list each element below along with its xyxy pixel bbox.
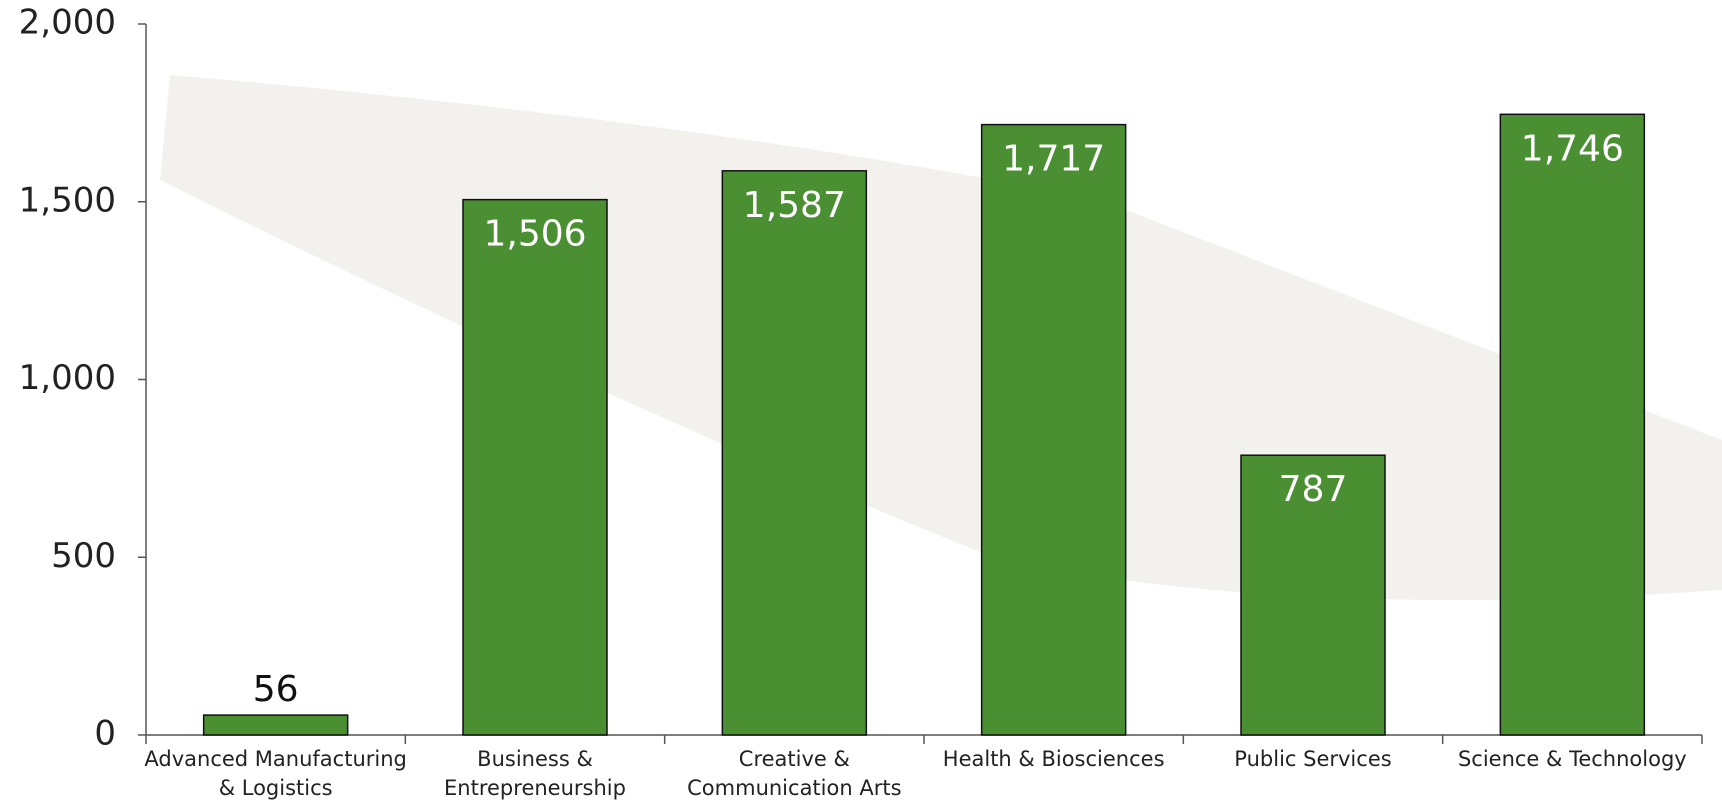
bar	[721, 170, 868, 736]
x-tick-label: Public Services	[1234, 747, 1392, 771]
y-tick-label: 0	[94, 714, 116, 754]
value-label: 1,506	[483, 214, 586, 255]
background-photo	[160, 75, 1722, 600]
x-tick-label: Creative & Communication Arts	[687, 747, 902, 800]
value-label: 787	[1279, 469, 1348, 510]
y-tick-label: 2,000	[19, 3, 116, 43]
bar	[980, 123, 1127, 736]
value-label: 1,587	[743, 185, 846, 226]
y-tick-label: 1,500	[19, 180, 116, 220]
x-tick-label: Business & Entrepreneurship	[444, 747, 626, 800]
bar	[1499, 113, 1646, 736]
x-tick-label: Science & Technology	[1457, 747, 1687, 771]
value-label: 1,717	[1002, 139, 1105, 180]
bar	[1240, 454, 1386, 736]
y-tick-label: 1,000	[19, 358, 116, 398]
y-tick-label: 500	[51, 536, 116, 576]
bar	[202, 714, 349, 736]
bar	[462, 198, 608, 736]
x-tick-label: Health & Biosciences	[942, 747, 1165, 771]
x-tick-label: Advanced Manufacturing & Logistics	[144, 747, 407, 800]
value-label: 56	[253, 669, 299, 710]
value-label: 1,746	[1521, 128, 1624, 169]
